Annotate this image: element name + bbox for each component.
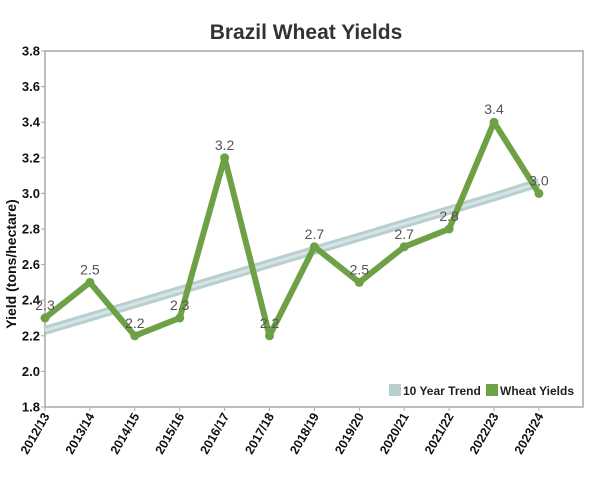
wheat-yields-point[interactable] (534, 188, 544, 198)
data-label: 2.7 (394, 226, 414, 242)
x-tick-label: 2014/15 (108, 410, 143, 456)
series-layer (40, 117, 544, 341)
x-tick-label: 2016/17 (197, 410, 232, 456)
data-label: 2.3 (35, 297, 55, 313)
data-label: 2.8 (439, 208, 459, 224)
data-label: 2.5 (80, 261, 100, 277)
x-tick-label: 2020/21 (377, 410, 412, 456)
x-tick-label: 2021/22 (422, 410, 457, 456)
x-axis-ticks: 2012/13 2013/14 2014/15 2015/16 2016/17 2017/… (18, 407, 547, 457)
wheat-yields-point[interactable] (40, 313, 50, 323)
x-tick-label: 2019/20 (332, 410, 367, 456)
y-tick-label: 3.6 (22, 79, 40, 94)
legend-label-wheat-yields[interactable]: Wheat Yields (500, 384, 574, 398)
wheat-yields-point[interactable] (399, 242, 409, 252)
y-axis-ticks: 1.8 2.0 2.2 2.4 2.6 2.8 3.0 3.2 3.4 3.6 3.8 (22, 44, 45, 415)
data-label: 2.3 (170, 297, 190, 313)
plot-area (44, 50, 584, 408)
legend-swatch-wheat-yields[interactable] (486, 384, 498, 396)
wheat-yields-point[interactable] (175, 313, 185, 323)
x-tick-label: 2018/19 (287, 410, 322, 456)
y-axis-label: Yield (tons/hectare) (3, 199, 19, 328)
chart-title: Brazil Wheat Yields (210, 21, 403, 44)
x-tick-label: 2022/23 (467, 410, 502, 456)
x-tick-label: 2013/14 (63, 410, 98, 456)
wheat-yields-point[interactable] (309, 242, 319, 252)
wheat-yields-point[interactable] (444, 224, 454, 234)
data-label: 3.0 (529, 172, 549, 188)
data-label: 2.7 (305, 226, 325, 242)
data-label: 2.2 (260, 315, 280, 331)
data-labels: 2.3 2.5 2.2 2.3 3.2 2.2 2.7 2.5 2.7 2.8 3.4 3.0 (35, 101, 549, 331)
x-tick-label: 2015/16 (153, 410, 188, 456)
legend-label-10-year-trend[interactable]: 10 Year Trend (403, 384, 481, 398)
data-label: 3.2 (215, 137, 235, 153)
y-tick-label: 1.8 (22, 400, 40, 415)
x-tick-label: 2017/18 (242, 410, 277, 456)
wheat-yields-point[interactable] (265, 331, 274, 341)
data-label: 2.5 (350, 261, 370, 277)
y-tick-label: 3.8 (22, 44, 40, 59)
wheat-yields-line[interactable] (42, 119, 542, 339)
wheat-yields-point[interactable] (354, 277, 364, 287)
legend-swatch-10-year-trend[interactable] (389, 384, 401, 396)
y-tick-label: 2.4 (22, 293, 41, 308)
y-tick-label: 3.0 (22, 186, 40, 201)
y-tick-label: 2.0 (22, 364, 40, 379)
y-tick-label: 3.4 (22, 115, 41, 130)
legend-box (384, 378, 578, 403)
y-tick-label: 3.2 (22, 150, 40, 165)
wheat-yields-point[interactable] (130, 331, 140, 341)
data-label: 3.4 (484, 101, 504, 117)
y-tick-label: 2.6 (22, 257, 40, 272)
x-tick-label: 2012/13 (18, 410, 53, 456)
y-tick-label: 2.2 (22, 328, 40, 343)
legend: 10 Year Trend Wheat Yields (384, 378, 578, 403)
y-tick-label: 2.8 (22, 222, 40, 237)
x-tick-label: 2023/24 (512, 410, 547, 456)
data-label: 2.2 (125, 315, 145, 331)
wheat-yields-point[interactable] (85, 277, 95, 287)
wheat-yields-point[interactable] (489, 117, 499, 127)
wheat-yields-point[interactable] (220, 153, 230, 163)
